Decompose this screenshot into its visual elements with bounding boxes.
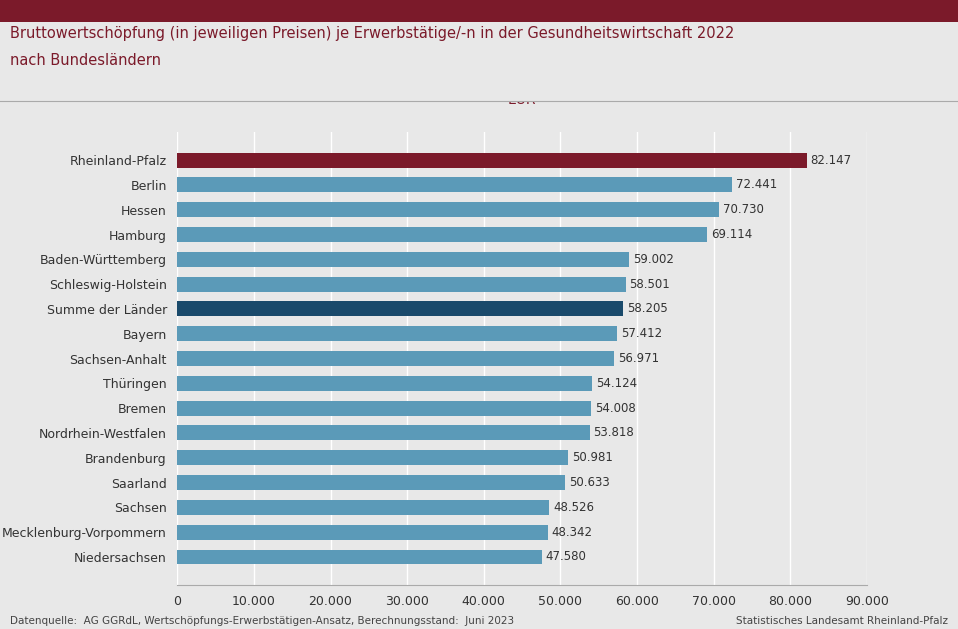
Bar	[177, 227, 707, 242]
Text: Bruttowertschöpfung (in jeweiligen Preisen) je Erwerbstätige/-n in der Gesundhei: Bruttowertschöpfung (in jeweiligen Preis…	[10, 26, 734, 42]
Text: 50.633: 50.633	[569, 476, 610, 489]
Bar	[177, 277, 626, 292]
Bar	[177, 203, 719, 217]
Text: 58.205: 58.205	[627, 303, 668, 315]
Bar	[177, 301, 624, 316]
Text: 48.526: 48.526	[553, 501, 594, 514]
Bar	[177, 525, 548, 540]
Text: 72.441: 72.441	[737, 179, 778, 191]
Bar	[177, 550, 542, 564]
Bar	[177, 450, 568, 465]
Bar	[177, 475, 565, 490]
Bar	[177, 326, 617, 341]
Text: 69.114: 69.114	[711, 228, 752, 241]
Text: 56.971: 56.971	[618, 352, 659, 365]
Text: 53.818: 53.818	[594, 426, 634, 440]
Bar	[177, 252, 629, 267]
Bar	[177, 500, 549, 515]
Text: 58.501: 58.501	[629, 277, 671, 291]
Text: 54.124: 54.124	[596, 377, 637, 390]
Text: 59.002: 59.002	[633, 253, 674, 266]
Text: 54.008: 54.008	[595, 402, 636, 415]
Text: 48.342: 48.342	[552, 526, 593, 538]
Bar	[177, 376, 592, 391]
Bar	[177, 177, 733, 192]
Bar	[177, 153, 807, 167]
Text: Datenquelle:  AG GGRdL, Wertschöpfungs-Erwerbstätigen-Ansatz, Berechnungsstand: : Datenquelle: AG GGRdL, Wertschöpfungs-Er…	[10, 616, 513, 626]
Bar	[177, 401, 591, 416]
Text: 70.730: 70.730	[723, 203, 764, 216]
Text: EUR: EUR	[508, 93, 536, 107]
Text: 50.981: 50.981	[572, 451, 613, 464]
Text: Statistisches Landesamt Rheinland-Pfalz: Statistisches Landesamt Rheinland-Pfalz	[737, 616, 948, 626]
Bar	[177, 425, 590, 440]
Text: 82.147: 82.147	[810, 153, 852, 167]
Text: 47.580: 47.580	[546, 550, 586, 564]
Text: 57.412: 57.412	[621, 327, 662, 340]
Text: nach Bundesländern: nach Bundesländern	[10, 53, 161, 69]
Bar	[177, 351, 614, 366]
